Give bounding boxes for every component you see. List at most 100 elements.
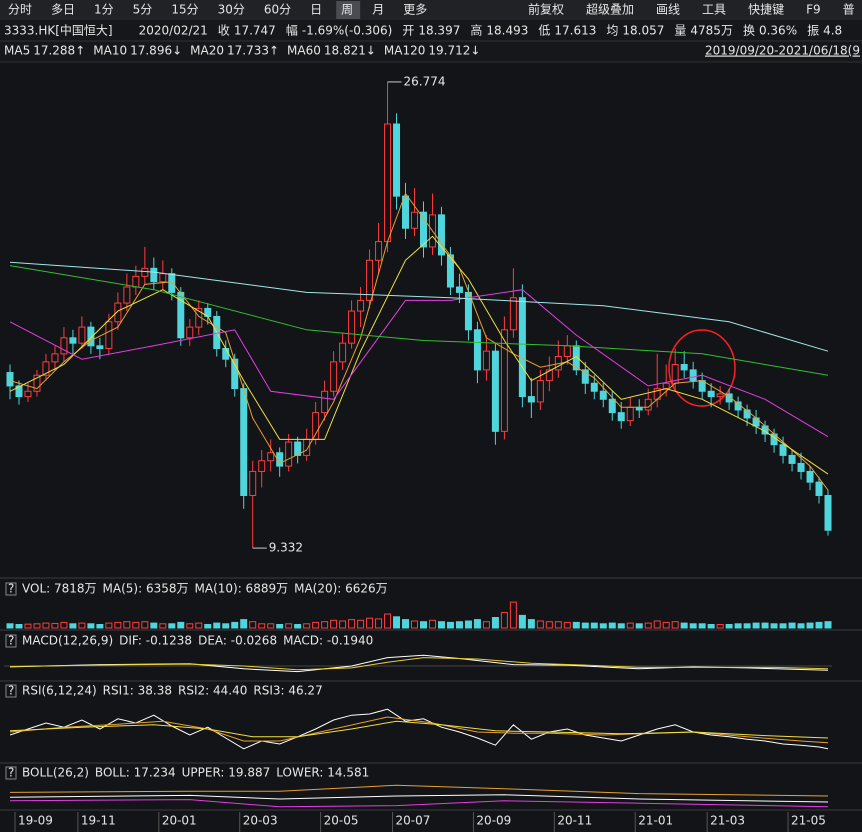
volume-bar (761, 622, 769, 629)
indicator-line (9, 289, 829, 438)
field-value: 17.613 (554, 24, 596, 38)
toolbar-bg (0, 0, 862, 20)
toolbar-button[interactable]: 周 (341, 3, 353, 17)
toolbar-button[interactable]: 15分 (171, 3, 198, 17)
indicator-legend: MA(20): 6626万 (294, 582, 388, 596)
volume-bar (779, 623, 787, 629)
indicator-legend: MACD: -0.1940 (283, 634, 373, 648)
volume-bar (348, 619, 356, 629)
indicator-line (9, 716, 829, 744)
candle-body (123, 286, 131, 304)
candle-body (159, 273, 167, 283)
x-tick-label: 20-01 (162, 814, 197, 828)
x-tick-label: 21-03 (710, 814, 745, 828)
volume-bar (581, 622, 589, 629)
candle-body (96, 345, 104, 349)
candle-body (51, 353, 59, 363)
candle-body (689, 369, 697, 382)
legend-value: 17.733↑ (227, 44, 279, 58)
toolbar-button[interactable]: 5分 (133, 3, 153, 17)
volume-bar (419, 621, 427, 629)
toolbar-button[interactable]: 30分 (218, 3, 245, 17)
indicator-line (9, 235, 829, 475)
indicator-line (9, 784, 829, 797)
field-label: 高 (470, 23, 482, 38)
indicator-legend: DEA: -0.0268 (198, 634, 277, 648)
toolbar-button[interactable]: 画线 (656, 3, 680, 17)
candle-body (788, 454, 796, 464)
toolbar-button[interactable]: 工具 (702, 3, 726, 17)
volume-bar (411, 620, 419, 629)
toolbar-button[interactable]: 多日 (51, 3, 75, 17)
toolbar-button[interactable]: 分时 (8, 3, 32, 17)
indicator-legend: UPPER: 19.887 (182, 766, 271, 780)
volume-bar (680, 622, 688, 629)
volume-bar (824, 621, 832, 629)
volume-bar (177, 621, 185, 629)
candle-body (114, 302, 122, 323)
field-label: 振 (807, 24, 819, 38)
candle-body (752, 417, 760, 427)
candle-body (797, 462, 805, 472)
volume-bar (312, 621, 320, 629)
indicator-legend: VOL: 7818万 (22, 582, 97, 596)
candle-body (60, 337, 68, 355)
candle-body (384, 123, 392, 243)
help-icon[interactable] (5, 684, 17, 698)
volume-bar (321, 621, 329, 629)
help-icon[interactable] (5, 766, 17, 780)
toolbar-button[interactable]: 60分 (264, 3, 291, 17)
volume-bar (339, 620, 347, 629)
candle-body (105, 321, 113, 349)
toolbar-button[interactable]: 普 (843, 3, 855, 17)
toolbar-button[interactable]: 前复权 (528, 2, 564, 17)
toolbar-button[interactable]: 超级叠加 (586, 2, 634, 17)
volume-bar (626, 622, 634, 629)
candle-body (375, 241, 383, 261)
volume-bar (653, 620, 661, 629)
volume-bar (231, 621, 239, 629)
candle-body (24, 390, 32, 398)
volume-bar (105, 622, 113, 629)
toolbar-button[interactable]: 快捷键 (748, 3, 784, 17)
indicator-line (9, 265, 829, 376)
volume-bar (168, 623, 176, 629)
help-icon[interactable] (5, 634, 17, 648)
volume-bar (366, 617, 374, 629)
indicator-legend: DIF: -0.1238 (119, 634, 192, 648)
field-value: 17.747 (234, 24, 276, 38)
toolbar-button[interactable]: 1分 (94, 3, 114, 17)
indicator-legend: BOLL: 17.234 (95, 766, 176, 780)
volume-bar (707, 624, 715, 629)
indicator-line (9, 799, 829, 808)
toolbar-button[interactable]: 月 (372, 3, 384, 17)
candle-body (6, 372, 14, 387)
indicator-legend: RSI1: 38.38 (103, 684, 172, 698)
candle-body (482, 350, 490, 371)
candle-body (33, 374, 41, 392)
candle-body (294, 441, 302, 456)
volume-bar (698, 623, 706, 629)
x-tick-label: 20-03 (243, 814, 278, 828)
volume-bar (446, 621, 454, 629)
candle-body (276, 452, 284, 467)
candle-body (815, 481, 823, 496)
volume-bar (599, 623, 607, 629)
indicator-legend: BOLL(26,2) (22, 766, 89, 780)
toolbar-button[interactable]: 更多 (403, 3, 427, 17)
volume-bar (572, 621, 580, 629)
help-icon[interactable] (5, 582, 17, 596)
volume-bar (285, 623, 293, 629)
active-tab-bg (336, 1, 361, 19)
candle-body (312, 412, 320, 440)
toolbar-button[interactable]: F9 (806, 3, 821, 17)
volume-bar (15, 624, 23, 629)
toolbar-button[interactable]: 日 (310, 3, 322, 17)
candle-body (545, 369, 553, 382)
volume-bar (87, 623, 95, 629)
volume-bar (635, 623, 643, 629)
volume-bar (770, 623, 778, 629)
candle-body (240, 388, 248, 496)
candle-body (527, 396, 535, 403)
candle-body (707, 390, 715, 398)
